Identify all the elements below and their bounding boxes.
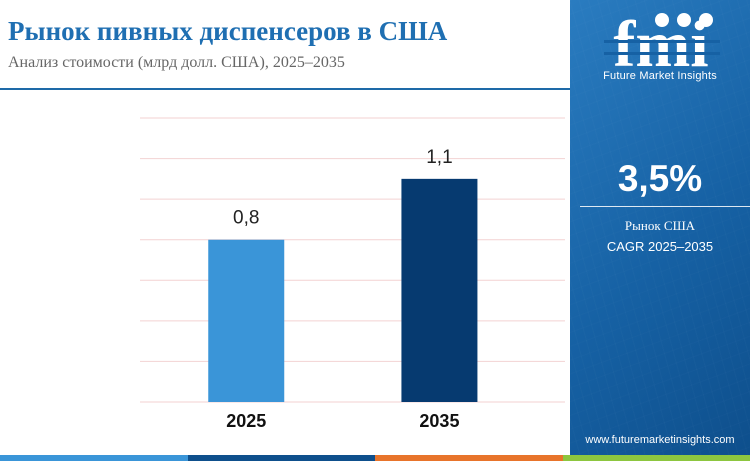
bottom-accent-bar: [0, 455, 750, 461]
x-tick-label-2035: 2035: [419, 411, 459, 431]
header-divider: [0, 88, 570, 90]
cagr-period-label: CAGR 2025–2035: [606, 239, 714, 254]
page-subtitle: Анализ стоимости (млрд долл. США), 2025–…: [8, 54, 345, 71]
accent-segment: [562, 455, 750, 461]
globe-icon: [655, 13, 669, 27]
bar-2035: [401, 178, 478, 402]
panel-divider: [580, 206, 750, 207]
chart-bars: [208, 178, 478, 402]
globe-icon: [677, 13, 691, 27]
value-label-2025: 0,8: [233, 208, 259, 229]
cagr-market-label: Рынок США: [624, 218, 696, 233]
chart-gridlines: [140, 117, 565, 403]
bar-2025: [208, 239, 285, 402]
cagr-value: 3,5%: [617, 158, 703, 199]
fmi-logo-icon: fmi: [604, 8, 720, 78]
logo-tagline: Future Market Insights: [603, 70, 717, 82]
website-link[interactable]: www.futuremarketinsights.com: [585, 434, 735, 446]
side-panel: fmi Future Market Insights 3,5% Рынок СШ…: [570, 0, 750, 455]
chart-value-labels: 0,8 1,1: [233, 147, 453, 229]
value-label-2035: 1,1: [426, 147, 452, 168]
bar-chart: 0,8 1,1 2025 2035: [140, 117, 565, 431]
accent-segment: [0, 455, 188, 461]
globe-icon: [699, 13, 713, 27]
accent-segment: [375, 455, 563, 461]
panel-texture: [570, 0, 750, 455]
x-tick-label-2025: 2025: [226, 411, 266, 431]
page-title: Рынок пивных диспенсеров в США: [8, 16, 448, 46]
chart-x-tick-labels: 2025 2035: [226, 411, 459, 431]
accent-segment: [187, 455, 375, 461]
